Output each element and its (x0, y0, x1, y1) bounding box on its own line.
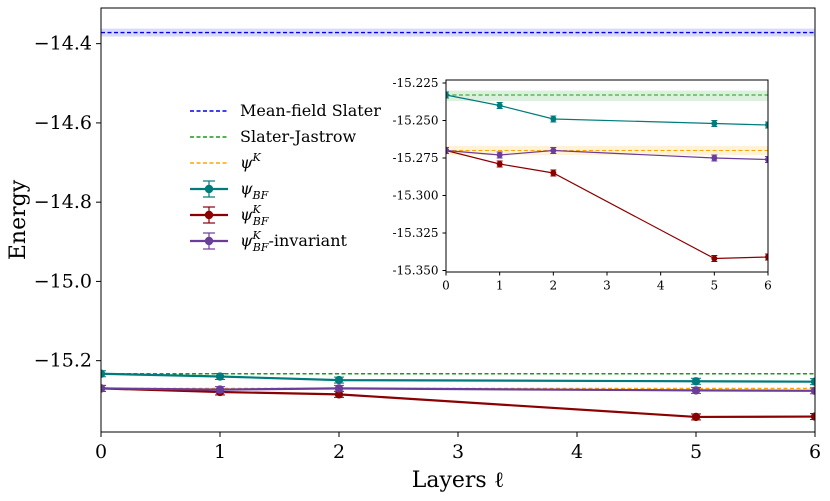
main-data-point (334, 390, 344, 399)
main-x-tick-label: 3 (452, 441, 464, 463)
inset-x-tick-label: 5 (711, 279, 719, 293)
legend-label: ψK (240, 151, 262, 172)
main-series-line-0 (101, 372, 815, 383)
main-error-bar (810, 378, 815, 386)
main-error-bar (810, 413, 815, 421)
main-plot-area (101, 28, 815, 422)
main-y-tick-label: −15.0 (34, 270, 92, 292)
legend-label: Slater-Jastrow (240, 127, 356, 146)
legend-entry-4: ψK BF (190, 203, 269, 228)
legend-label: Mean-field Slater (240, 101, 381, 120)
inset-y-tick-label: -15.300 (392, 189, 438, 203)
inset-x-tick-label: 0 (442, 279, 450, 293)
inset-data-point (496, 152, 503, 158)
inset-y-tick-label: -15.250 (392, 114, 438, 128)
inset-error-bar (765, 121, 768, 129)
main-y-tick-label: −14.4 (34, 33, 92, 55)
inset-y-tick-label: -15.350 (392, 264, 438, 278)
inset-data-point (550, 147, 557, 154)
inset-x-tick-label: 2 (550, 279, 558, 293)
main-data-point (101, 384, 106, 393)
main-data-point (101, 369, 106, 378)
main-data-point (215, 372, 225, 381)
inset-x-tick-label: 1 (496, 279, 504, 293)
main-data-point (334, 384, 344, 393)
main-data-point (691, 386, 701, 395)
inset-y-tick-label: -15.325 (392, 226, 438, 240)
inset-data-point (765, 156, 768, 163)
main-x-axis-label: Layers ℓ (412, 468, 505, 493)
main-data-point (691, 412, 701, 422)
legend-marker-swatch (204, 236, 214, 246)
inset-error-bar (765, 253, 768, 261)
legend-entry-5: ψK BF-invariant (190, 229, 348, 254)
inset-error-bar (446, 91, 449, 99)
main-data-point (334, 375, 344, 385)
main-x-tick-label: 0 (95, 441, 107, 463)
legend-entry-2: ψK (190, 151, 262, 172)
inset-data-point (446, 147, 449, 154)
inset-uncertainty-band-1 (446, 146, 768, 155)
legend-marker-swatch (204, 184, 214, 194)
inset-y-tick-label: -15.225 (392, 76, 438, 90)
inset-background (446, 80, 768, 272)
main-x-tick-label: 2 (333, 441, 345, 463)
inset-error-bar (765, 156, 768, 163)
main-data-point (691, 377, 701, 386)
main-x-tick-label: 4 (571, 441, 583, 463)
legend-label: ψK BF (240, 203, 269, 228)
main-x-tick-label: 6 (809, 441, 821, 463)
main-data-point (810, 386, 815, 395)
main-y-tick-label: −15.2 (34, 350, 92, 372)
legend-entry-0: Mean-field Slater (190, 101, 381, 120)
main-error-bar (810, 387, 815, 395)
inset-data-point (711, 120, 718, 127)
main-chart: 0 1 2 3 4 5 6 −14.4 −14.6 −14.8 −15.0 −15.2 Layers ℓ… (6, 7, 821, 493)
main-x-tick-label: 1 (214, 441, 226, 463)
main-data-point (215, 385, 225, 394)
inset-data-point (550, 170, 557, 176)
main-x-tick-label: 5 (690, 441, 702, 463)
main-y-tick-label: −14.6 (34, 112, 92, 134)
main-y-tick-label: −14.8 (34, 191, 92, 213)
inset-y-tick-label: -15.275 (392, 151, 438, 165)
main-error-bar (101, 384, 106, 392)
main-data-point (810, 377, 815, 386)
legend-marker-swatch (204, 210, 214, 220)
inset-data-point (446, 92, 449, 98)
inset-data-point (496, 161, 503, 167)
inset-data-point (496, 102, 503, 109)
main-series-line-1 (101, 387, 815, 419)
legend-entry-3: ψBF (190, 179, 269, 202)
inset-data-point (711, 255, 718, 262)
inset-data-point (711, 155, 718, 161)
legend-label: ψK BF-invariant (240, 229, 348, 254)
inset-plot-area (446, 90, 768, 262)
inset-data-point (765, 122, 768, 128)
legend-entry-1: Slater-Jastrow (190, 127, 356, 146)
inset-x-tick-label: 6 (764, 279, 772, 293)
inset-chart: 0 1 2 3 4 5 6 -15.225 -15.250 -15.275 -15.300 -15.3… (392, 76, 771, 293)
legend-label: ψBF (240, 179, 269, 202)
inset-uncertainty-band-0 (446, 90, 768, 101)
main-error-bar (101, 370, 106, 378)
inset-x-tick-label: 3 (603, 279, 611, 293)
inset-data-point (765, 254, 768, 260)
main-data-point (810, 412, 815, 421)
inset-data-point (550, 116, 557, 122)
main-y-axis-label: Energy (6, 179, 31, 260)
inset-error-bar (446, 147, 449, 154)
inset-x-tick-label: 4 (657, 279, 665, 293)
main-uncertainty-band-0 (101, 28, 815, 37)
